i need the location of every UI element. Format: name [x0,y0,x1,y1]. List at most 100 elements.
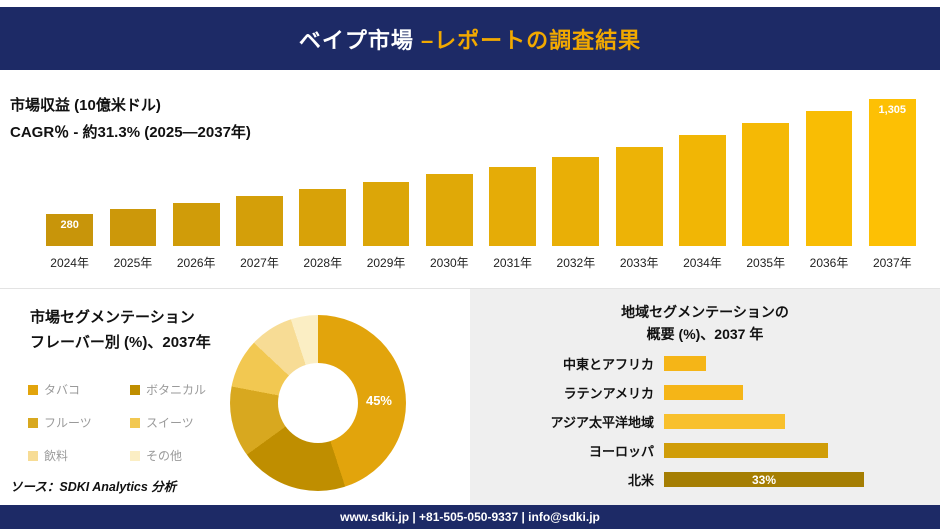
legend-swatch [28,384,38,395]
revenue-bar-column [165,96,228,246]
legend-label: スイーツ [146,416,194,430]
x-axis-tick-label: 2031年 [493,256,532,270]
revenue-bar [679,135,726,246]
legend-label: フルーツ [44,416,92,430]
legend-item: フルーツ [28,414,120,431]
legend-label: 飲料 [44,449,69,463]
donut-hole [278,363,358,443]
revenue-bar-column [418,96,481,246]
revenue-bar-column [671,96,734,246]
legend-item: ボタニカル [130,381,222,398]
x-axis-tick-label: 2024年 [50,256,89,270]
page-title-accent: –レポートの調査結果 [420,27,642,53]
region-bar-row: ラテンアメリカ [494,378,920,407]
x-axis-tick-label: 2035年 [746,256,786,270]
region-label: 北米 [627,473,654,488]
legend-item: その他 [130,447,222,464]
flavor-segmentation-panel: 市場セグメンテーション フレーバー別 (%)、2037年 タバコ ボタニカルフルー… [0,289,470,505]
flavor-title-line2: フレーバー別 (%)、2037年 [30,334,211,351]
bottom-section: 市場セグメンテーション フレーバー別 (%)、2037年 タバコ ボタニカルフルー… [0,288,940,505]
revenue-bar [552,157,600,246]
region-bar-chart: 中東とアフリカ ラテンアメリカアジア太平洋地域ヨーロッパ北米 33% [494,349,920,494]
region-bar-track [664,356,920,371]
x-axis-tick-label: 2037年 [872,256,912,270]
revenue-bar-column: 280 [38,96,101,246]
region-segmentation-panel: 地域セグメンテーションの 概要 (%)、2037 年 中東とアフリカ ラテンアメリ… [470,289,940,505]
revenue-bar-column [544,96,607,246]
x-axis-tick-label: 2028年 [303,256,343,270]
region-chart-title: 地域セグメンテーションの 概要 (%)、2037 年 [470,301,940,345]
revenue-bar-column [481,96,544,246]
header: ベイプ市場 –レポートの調査結果 [0,7,940,70]
x-axis-tick-label: 2036年 [809,256,849,270]
legend-swatch [28,417,38,428]
revenue-bar [805,111,853,246]
region-bar-row: 北米 33% [494,465,920,494]
region-title-line2: 概要 (%)、2037 年 [646,326,764,342]
donut-ring: 45% [230,315,406,491]
revenue-bar-chart: 280 1,305 [38,96,924,246]
revenue-bar [109,209,157,246]
legend-item: タバコ [28,381,120,398]
region-title-line1: 地域セグメンテーションの [621,304,789,320]
revenue-bar [425,174,473,246]
region-bar-track [664,385,920,400]
bar-value-label: 280 [60,219,79,231]
legend-label: その他 [146,449,183,463]
region-bar-row: ヨーロッパ [494,436,920,465]
region-bar-track [664,414,920,429]
revenue-bar-column: 1,305 [861,96,924,246]
x-axis-tick-label: 2033年 [619,256,659,270]
revenue-axis-label: 市場収益 (10億米ドル) [10,97,161,114]
x-axis-tick-label: 2030年 [429,256,469,270]
region-label: 中東とアフリカ [562,357,654,372]
revenue-bar-column [734,96,797,246]
revenue-bar-column [608,96,671,246]
region-label: ラテンアメリカ [563,386,654,401]
x-axis-tick-label: 2034年 [683,256,722,270]
legend-swatch [130,384,140,395]
revenue-bar-column [354,96,417,246]
flavor-legend: タバコ ボタニカルフルーツ スイーツ飲料 その他 [28,381,222,464]
region-bar [664,385,743,400]
revenue-bar-column [228,96,291,246]
x-axis-tick-label: 2032年 [556,256,596,270]
flavor-donut-chart: 45% [230,315,406,491]
revenue-chart-section: 市場収益 (10億米ドル) CAGR％ - 約31.3% (2025―2037年… [0,70,940,288]
revenue-bar: 1,305 [868,99,916,246]
region-bar-track [664,443,920,458]
legend-label: タバコ [44,383,81,397]
revenue-chart-labels: 市場収益 (10億米ドル) CAGR％ - 約31.3% (2025―2037年… [10,92,251,146]
cagr-label: CAGR％ - 約31.3% (2025―2037年) [10,124,251,141]
revenue-x-axis: 2024年 2025年 2026年 2027年 2028年 2029年 2030年 2031年… [38,254,924,271]
revenue-bar-column [101,96,164,246]
x-axis-tick-label: 2029年 [366,256,406,270]
footer-contact: www.sdki.jp | +81-505-050-9337 | info@sd… [340,510,600,524]
source-note: ソース：SDKI Analytics 分析 [10,480,177,494]
revenue-bar [299,189,347,246]
revenue-bar-column [291,96,354,246]
revenue-bar [742,123,790,246]
revenue-bar [489,167,537,246]
region-bar-value-label: 33% [751,472,777,487]
region-bar-row: 中東とアフリカ [494,349,920,378]
page-title: ベイプ市場 –レポートの調査結果 [299,23,641,55]
revenue-bar: 280 [46,214,94,246]
region-bar: 33% [664,472,864,487]
legend-label: ボタニカル [146,383,207,397]
region-bar [664,356,706,371]
region-label: アジア太平洋地域 [550,415,654,430]
revenue-bar [236,196,283,246]
x-axis-tick-label: 2025年 [113,256,153,270]
flavor-chart-title: 市場セグメンテーション フレーバー別 (%)、2037年 [30,305,211,355]
footer: www.sdki.jp | +81-505-050-9337 | info@sd… [0,505,940,529]
revenue-bar [615,147,663,246]
x-axis-tick-label: 2026年 [176,256,216,270]
region-bar [664,443,828,458]
x-axis-tick-label: 2027年 [240,256,279,270]
revenue-bar [172,203,220,246]
region-label: ヨーロッパ [588,444,654,459]
flavor-title-line1: 市場セグメンテーション [30,309,195,326]
region-bar-row: アジア太平洋地域 [494,407,920,436]
